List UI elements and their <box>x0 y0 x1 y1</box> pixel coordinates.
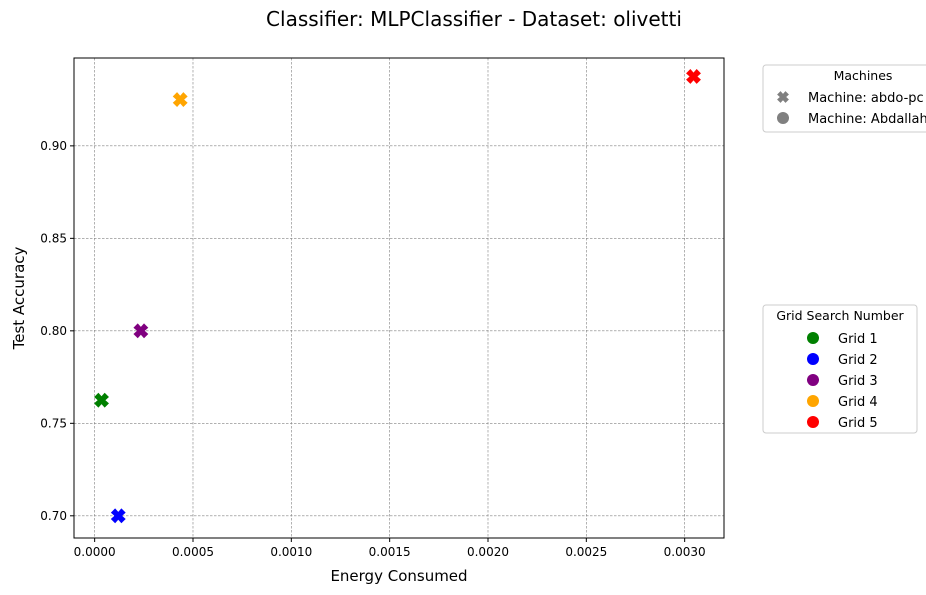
grid-legend-label: Grid 4 <box>838 395 878 410</box>
machines-legend-label: Machine: abdo-pc <box>808 91 924 106</box>
data-points <box>94 69 701 524</box>
grid-legend-label: Grid 2 <box>838 353 878 368</box>
data-point-5 <box>686 69 701 84</box>
x-tick-label: 0.0015 <box>369 545 411 559</box>
legend-grid-color-icon <box>807 332 819 344</box>
legend-grid-color-icon <box>807 353 819 365</box>
y-tick-label: 0.70 <box>40 509 67 523</box>
x-tick-label: 0.0005 <box>172 545 214 559</box>
grid-legend-label: Grid 1 <box>838 332 878 347</box>
x-tick-label: 0.0000 <box>74 545 116 559</box>
machines-legend-box <box>762 64 926 133</box>
x-tick-label: 0.0025 <box>565 545 607 559</box>
y-tick-label: 0.80 <box>40 324 67 338</box>
legend-grid-color-icon <box>807 395 819 407</box>
grid-search-legend-box <box>762 304 918 434</box>
data-point-4 <box>172 92 188 108</box>
legend-grid-color-icon <box>807 374 819 386</box>
grid-lines <box>74 58 724 538</box>
machines-legend-label: Machine: Abdallah-Laptop <box>808 112 926 127</box>
grid-legend-label: Grid 3 <box>838 374 878 389</box>
data-point-3 <box>133 323 149 339</box>
machines-legend-title: Machines <box>834 68 893 83</box>
x-tick-label: 0.0020 <box>467 545 509 559</box>
legend-x-marker-icon <box>777 91 789 103</box>
legend-grid-color-icon <box>807 416 819 428</box>
y-axis-ticks: 0.70 0.75 0.80 0.85 0.90 <box>40 139 74 523</box>
grid-search-legend: Grid Search Number Grid 1 Grid 2 Grid 3 Gri… <box>762 304 918 434</box>
grid-search-legend-title: Grid Search Number <box>776 308 904 323</box>
data-point-2 <box>110 508 126 524</box>
y-tick-label: 0.90 <box>40 139 67 153</box>
grid-legend-label: Grid 5 <box>838 416 878 431</box>
x-tick-label: 0.0030 <box>664 545 706 559</box>
x-axis-ticks: 0.0000 0.0005 0.0010 0.0015 0.0020 0.0025 0.00… <box>74 538 706 559</box>
chart-title: Classifier: MLPClassifier - Dataset: oli… <box>266 7 682 31</box>
x-axis-label: Energy Consumed <box>330 567 467 585</box>
plot-area-frame <box>73 57 725 539</box>
y-tick-label: 0.75 <box>40 416 67 430</box>
legend-circle-marker-icon <box>777 112 789 124</box>
y-axis-label: Test Accuracy <box>10 246 28 350</box>
y-tick-label: 0.85 <box>40 231 67 245</box>
data-point-1 <box>94 392 109 408</box>
machines-legend: Machines Machine: abdo-pc Machine: Abdall… <box>762 64 926 133</box>
x-tick-label: 0.0010 <box>270 545 312 559</box>
